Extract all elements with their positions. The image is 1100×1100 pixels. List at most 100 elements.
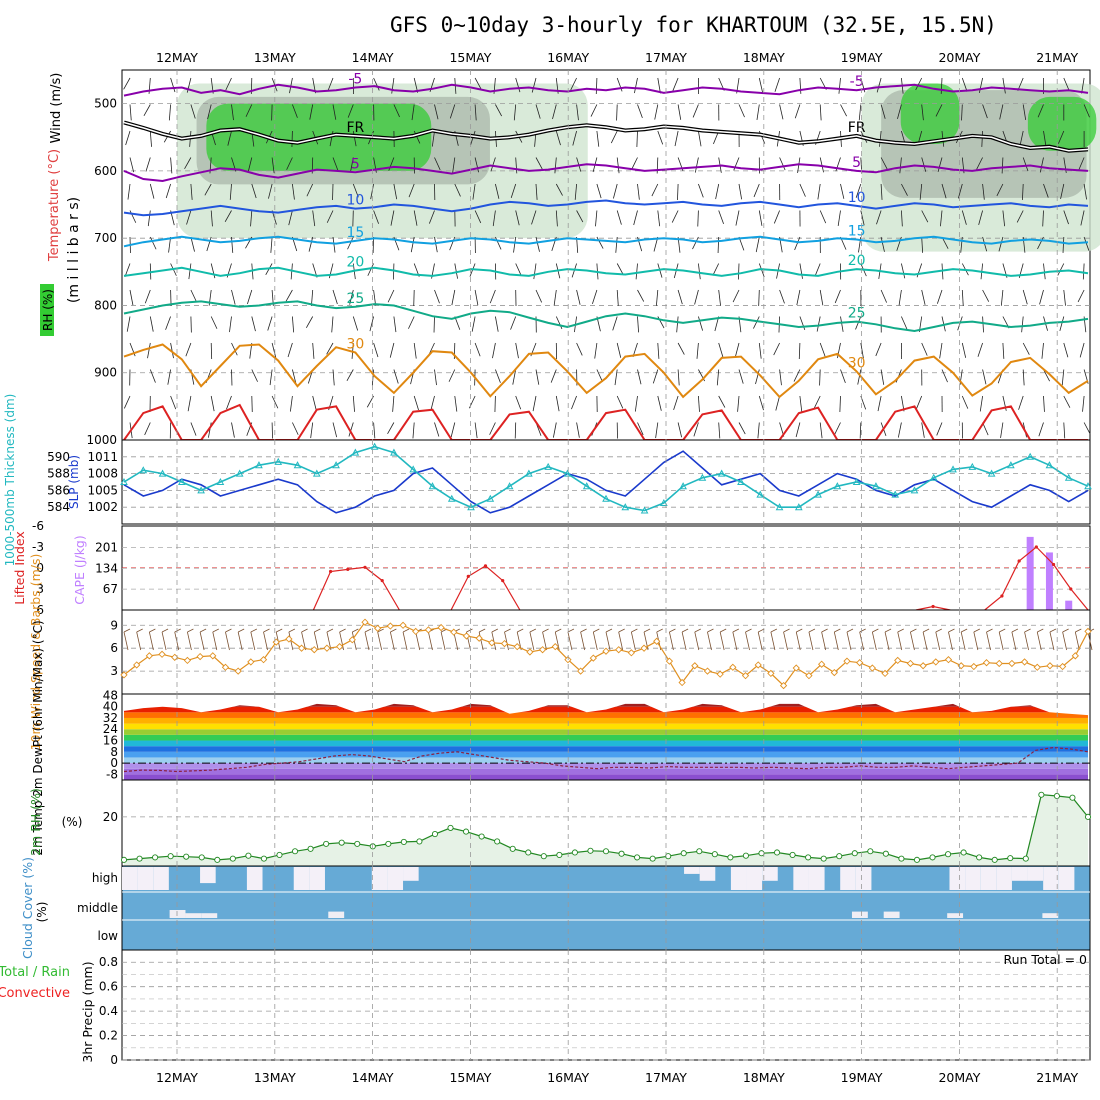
rh-2m-panel: 20 (%) 2m RH (%) (28, 779, 1092, 867)
cloud-high-gap (980, 867, 997, 890)
wind-speed-point (399, 621, 407, 629)
wind-barb (1060, 183, 1065, 200)
wind-barb-10m (846, 631, 852, 651)
wind-barb (167, 369, 171, 385)
wind-barb (698, 183, 704, 198)
wind-barb (1058, 130, 1065, 144)
slp-tick-label: 1008 (87, 467, 118, 481)
wind-barb (452, 157, 456, 174)
wind-barb (550, 369, 557, 383)
wind-barb-10m (770, 631, 776, 651)
wind-barb (271, 342, 277, 358)
wind-barb (1063, 210, 1069, 225)
wind-barb-10m (1087, 631, 1093, 651)
wind-barb-10m (212, 631, 218, 651)
cloud-high-gap (293, 867, 310, 890)
cloud-high-gap (996, 867, 1012, 890)
wind-barb-10m (910, 631, 915, 651)
wind-barb-10m (301, 631, 306, 651)
rh-point (851, 850, 858, 857)
wind-barb (738, 104, 745, 118)
date-label-top: 18MAY (743, 50, 785, 65)
date-label-bottom: 15MAY (449, 1070, 491, 1085)
wind-barb (289, 395, 293, 412)
wind-barb (129, 289, 134, 306)
wind-speed-point (792, 664, 800, 672)
wind-barb (1083, 104, 1090, 118)
cloud-middle-gap (1042, 913, 1059, 918)
rh-point (634, 854, 641, 861)
wind-barb (332, 236, 336, 253)
wind-speed-point (513, 643, 521, 651)
wind-barb-10m (732, 631, 738, 651)
wind-barb (1022, 342, 1030, 355)
wind-barb (555, 395, 560, 412)
cape-frame (121, 525, 1091, 611)
date-label-bottom: 19MAY (841, 1070, 883, 1085)
rh-series (120, 791, 1092, 866)
wind-barb (637, 422, 644, 436)
temp-2m-axis-label: 2m Temp 2m DewPt (6hr Min/Max) (°C) (31, 620, 45, 855)
wind-barb (1063, 422, 1066, 439)
rh-point (556, 851, 563, 858)
wind-speed-point (247, 658, 255, 666)
thickness-point (1007, 461, 1015, 469)
wind-barb-10m (491, 631, 497, 651)
cloud-high-gap (387, 867, 404, 890)
wind-barb (168, 104, 171, 121)
temp-band (124, 740, 1088, 747)
wind-10m-panel: 9 6 3 10m Wind Speed & Barbs (m/s) (28, 554, 1095, 750)
thickness-point (158, 469, 167, 477)
isotherm-line (123, 235, 1089, 248)
precip-tick-label: 0 (110, 1053, 118, 1067)
cloud-high-gap (1027, 867, 1044, 881)
wind-barb (819, 104, 822, 121)
rh-point (820, 855, 827, 862)
thickness-point (698, 473, 707, 481)
wind-barb (677, 422, 683, 438)
wind-barb (819, 422, 823, 439)
wind-barb (309, 104, 314, 120)
wind-barb-10m (605, 628, 613, 633)
wind-barb-10m (542, 628, 549, 633)
rh-point (183, 853, 190, 860)
wind-barb (616, 289, 619, 306)
rh-point (618, 850, 625, 857)
thickness-point (968, 462, 977, 470)
thickness-point (756, 490, 765, 498)
wind-barb (513, 236, 517, 253)
wind-barb-10m (225, 628, 232, 633)
wind-barb (535, 157, 543, 170)
wind-barb (1022, 369, 1025, 386)
thickness-point (679, 482, 687, 490)
wind-speed-point (475, 634, 483, 642)
wind-barb (555, 210, 558, 227)
wind-barb (571, 395, 577, 410)
wind-barb-10m (326, 631, 332, 651)
wind-barb-10m (694, 628, 701, 633)
chart-title: GFS 0~10day 3-hourly for KHARTOUM (32.5E… (390, 13, 997, 37)
wind-barb-10m (758, 628, 765, 633)
wind-barb (515, 210, 520, 226)
temperature-axis-label: Temperature (°C) (47, 149, 62, 262)
isotherm-label: FR (848, 120, 866, 136)
cloud-high-gap (1043, 867, 1059, 890)
thickness-point (872, 482, 880, 490)
wind-barb (576, 104, 579, 121)
wind-barb (450, 422, 456, 438)
wind-barb (285, 289, 293, 302)
wind-barb (210, 316, 218, 329)
wind-speed-point (1071, 652, 1079, 660)
cloud-middle-gap (947, 913, 964, 918)
cape-tick-label: 134 (95, 561, 118, 575)
wind-barb (672, 77, 679, 92)
wind-barb (555, 130, 561, 146)
wind-barb-10m (935, 631, 941, 651)
cloud-high-gap (246, 867, 263, 890)
wind-barb (732, 289, 740, 303)
wind-barb (899, 157, 902, 174)
pressure-tick-label: 500 (94, 97, 117, 111)
wind-barb (590, 104, 598, 117)
wind-speed-point (1084, 627, 1092, 636)
wind-barb (840, 369, 846, 384)
